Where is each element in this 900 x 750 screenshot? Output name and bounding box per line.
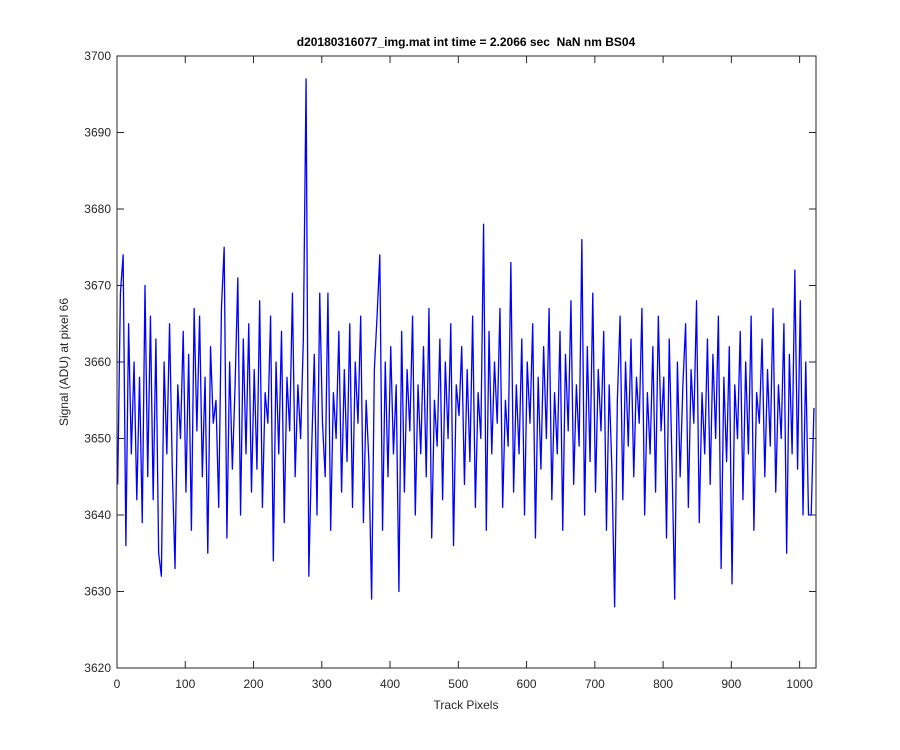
x-tick-label: 0 [114,677,121,691]
chart-title: d20180316077_img.mat int time = 2.2066 s… [297,35,636,49]
y-tick-label: 3700 [84,49,111,63]
y-axis-label: Signal (ADU) at pixel 66 [57,298,71,426]
x-axis-label: Track Pixels [434,698,499,712]
y-tick-label: 3670 [84,279,111,293]
x-tick-label: 800 [653,677,673,691]
x-tick-label: 900 [721,677,741,691]
y-tick-label: 3660 [84,355,111,369]
y-tick-label: 3630 [84,585,111,599]
x-tick-label: 1000 [786,677,813,691]
data-line [117,78,815,608]
x-tick-label: 100 [175,677,195,691]
y-tick-label: 3640 [84,508,111,522]
plot-frame [116,55,817,669]
x-tick-label: 500 [448,677,468,691]
y-tick-label: 3650 [84,432,111,446]
x-tick-label: 400 [380,677,400,691]
y-tick-label: 3680 [84,202,111,216]
y-tick-label: 3620 [84,661,111,675]
x-tick-label: 600 [517,677,537,691]
x-tick-label: 700 [585,677,605,691]
x-tick-label: 200 [244,677,264,691]
y-tick-label: 3690 [84,126,111,140]
x-tick-label: 300 [312,677,332,691]
